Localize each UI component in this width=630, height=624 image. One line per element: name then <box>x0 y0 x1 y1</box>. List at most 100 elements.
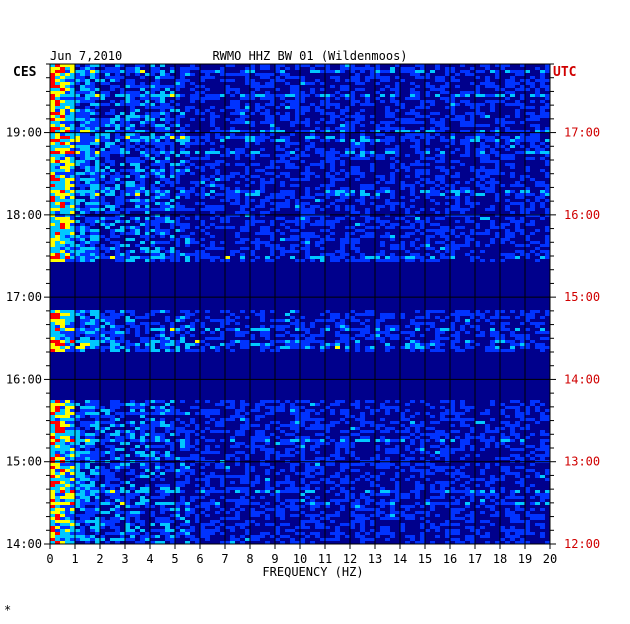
spectrogram-cell <box>160 232 165 235</box>
spectrogram-cell <box>540 331 545 334</box>
spectrogram-cell <box>475 112 480 115</box>
spectrogram-cell <box>305 130 310 133</box>
spectrogram-cell <box>75 244 80 247</box>
spectrogram-cell <box>200 256 205 259</box>
spectrogram-cell <box>340 160 345 163</box>
spectrogram-cell <box>330 439 335 442</box>
spectrogram-cell <box>130 109 135 112</box>
spectrogram-cell <box>180 187 185 190</box>
spectrogram-cell <box>365 439 370 442</box>
spectrogram-cell <box>85 421 90 424</box>
spectrogram-cell <box>360 331 365 334</box>
spectrogram-cell <box>455 205 460 208</box>
spectrogram-cell <box>530 106 535 109</box>
spectrogram-cell <box>305 409 310 412</box>
spectrogram-cell <box>155 226 160 229</box>
spectrogram-cell <box>85 124 90 127</box>
spectrogram-cell <box>245 79 250 82</box>
spectrogram-cell <box>450 79 455 82</box>
spectrogram-cell <box>135 226 140 229</box>
spectrogram-cell <box>105 217 110 220</box>
spectrogram-cell <box>385 76 390 79</box>
spectrogram-cell <box>240 256 245 259</box>
spectrogram-cell <box>455 334 460 337</box>
spectrogram-cell <box>270 82 275 85</box>
spectrogram-cell <box>240 97 245 100</box>
spectrogram-cell <box>65 172 70 175</box>
spectrogram-cell <box>120 151 125 154</box>
spectrogram-cell <box>50 127 55 130</box>
spectrogram-cell <box>50 235 55 238</box>
spectrogram-cell <box>100 154 105 157</box>
spectrogram-cell <box>240 415 245 418</box>
spectrogram-cell <box>275 160 280 163</box>
spectrogram-cell <box>295 205 300 208</box>
spectrogram-cell <box>245 178 250 181</box>
spectrogram-cell <box>250 217 255 220</box>
spectrogram-cell <box>60 406 65 409</box>
spectrogram-cell <box>130 172 135 175</box>
spectrogram-cell <box>170 100 175 103</box>
spectrogram-cell <box>300 151 305 154</box>
spectrogram-cell <box>60 73 65 76</box>
spectrogram-cell <box>215 160 220 163</box>
spectrogram-cell <box>435 340 440 343</box>
spectrogram-cell <box>495 331 500 334</box>
spectrogram-cell <box>310 214 315 217</box>
spectrogram-cell <box>110 241 115 244</box>
spectrogram-cell <box>100 439 105 442</box>
spectrogram-cell <box>200 325 205 328</box>
spectrogram-cell <box>370 70 375 73</box>
spectrogram-cell <box>145 418 150 421</box>
spectrogram-cell <box>140 223 145 226</box>
spectrogram-cell <box>395 154 400 157</box>
spectrogram-cell <box>500 442 505 445</box>
spectrogram-cell <box>110 346 115 349</box>
spectrogram-cell <box>355 73 360 76</box>
spectrogram-cell <box>490 328 495 331</box>
spectrogram-cell <box>505 85 510 88</box>
spectrogram-cell <box>90 409 95 412</box>
spectrogram-cell <box>350 310 355 313</box>
spectrogram-cell <box>540 130 545 133</box>
spectrogram-cell <box>195 424 200 427</box>
spectrogram-cell <box>440 130 445 133</box>
spectrogram-cell <box>245 154 250 157</box>
spectrogram-cell <box>280 232 285 235</box>
spectrogram-cell <box>70 166 75 169</box>
spectrogram-cell <box>380 154 385 157</box>
spectrogram-cell <box>340 439 345 442</box>
spectrogram-cell <box>345 340 350 343</box>
spectrogram-cell <box>445 73 450 76</box>
spectrogram-cell <box>125 226 130 229</box>
spectrogram-cell <box>70 406 75 409</box>
spectrogram-cell <box>545 103 550 106</box>
spectrogram-cell <box>350 97 355 100</box>
spectrogram-cell <box>165 151 170 154</box>
spectrogram-cell <box>75 412 80 415</box>
spectrogram-cell <box>345 409 350 412</box>
spectrogram-cell <box>340 418 345 421</box>
spectrogram-cell <box>545 238 550 241</box>
spectrogram-cell <box>245 166 250 169</box>
spectrogram-cell <box>520 340 525 343</box>
spectrogram-cell <box>320 163 325 166</box>
spectrogram-cell <box>420 232 425 235</box>
spectrogram-cell <box>490 82 495 85</box>
spectrogram-cell <box>500 259 505 262</box>
spectrogram-cell <box>155 145 160 148</box>
spectrogram-cell <box>145 118 150 121</box>
spectrogram-cell <box>425 169 430 172</box>
spectrogram-cell <box>335 208 340 211</box>
spectrogram-cell <box>285 94 290 97</box>
spectrogram-cell <box>445 91 450 94</box>
spectrogram-cell <box>265 181 270 184</box>
spectrogram-cell <box>70 253 75 256</box>
spectrogram-cell <box>85 247 90 250</box>
spectrogram-cell <box>125 238 130 241</box>
spectrogram-cell <box>50 76 55 79</box>
spectrogram-cell <box>430 427 435 430</box>
spectrogram-cell <box>160 91 165 94</box>
spectrogram-cell <box>455 160 460 163</box>
spectrogram-cell <box>480 148 485 151</box>
